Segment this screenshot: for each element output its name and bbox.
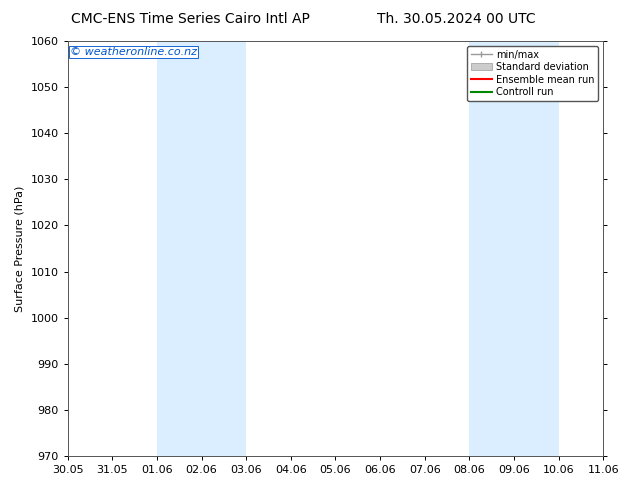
Text: CMC-ENS Time Series Cairo Intl AP: CMC-ENS Time Series Cairo Intl AP bbox=[71, 12, 309, 26]
Bar bbox=[469, 41, 559, 456]
Y-axis label: Surface Pressure (hPa): Surface Pressure (hPa) bbox=[15, 185, 25, 312]
Legend: min/max, Standard deviation, Ensemble mean run, Controll run: min/max, Standard deviation, Ensemble me… bbox=[467, 46, 598, 101]
Text: Th. 30.05.2024 00 UTC: Th. 30.05.2024 00 UTC bbox=[377, 12, 536, 26]
Bar bbox=[157, 41, 246, 456]
Text: © weatheronline.co.nz: © weatheronline.co.nz bbox=[70, 47, 197, 57]
